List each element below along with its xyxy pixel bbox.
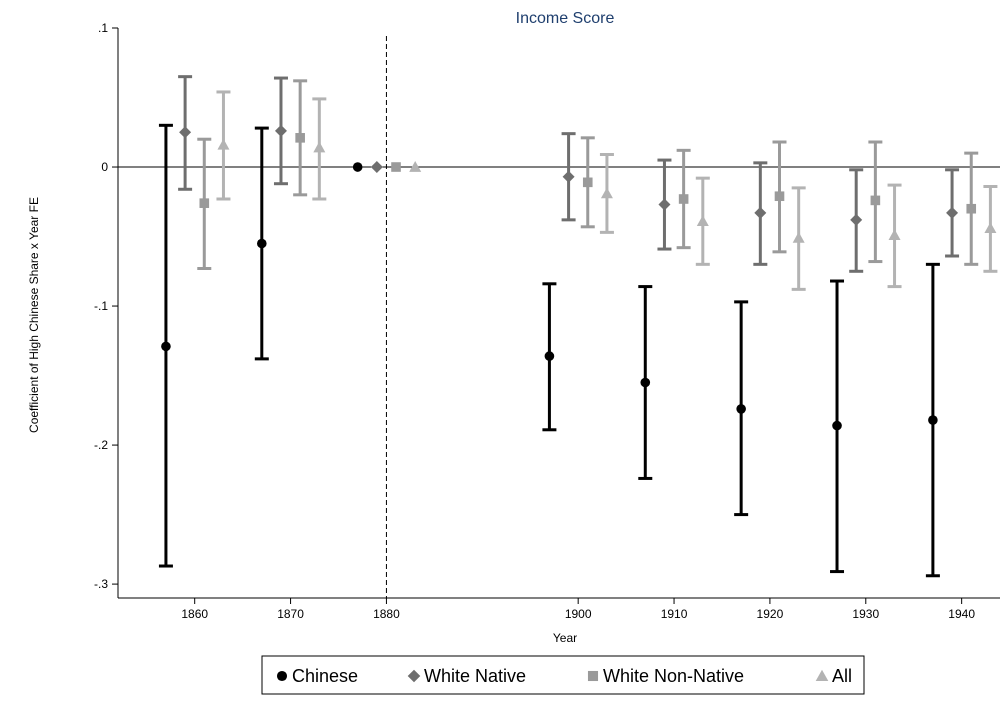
- white-non-native-point: [199, 198, 210, 208]
- x-tick-label: 1940: [948, 607, 975, 621]
- white-native-point: [754, 206, 767, 219]
- x-tick-label: 1900: [565, 607, 592, 621]
- white-native-point: [179, 126, 192, 139]
- x-tick-label: 1910: [661, 607, 688, 621]
- all-point: [409, 161, 422, 172]
- white-native-point: [562, 170, 575, 183]
- legend: Chinese White Native White Non-Native All: [261, 655, 865, 695]
- series-white-native: [178, 75, 960, 273]
- legend-label-chinese: Chinese: [292, 666, 358, 686]
- plot-area: .1 0 -.1 -.2 -.3 1860 1870 1880 1900 1910 1920 1930…: [94, 21, 1000, 621]
- y-tick-label: -.1: [94, 299, 108, 313]
- chinese-point: [928, 415, 938, 425]
- chinese-point: [544, 351, 555, 361]
- all-point: [217, 138, 230, 150]
- white-non-native-point: [774, 191, 785, 202]
- all-point: [984, 222, 997, 233]
- x-tick-label: 1920: [757, 607, 784, 621]
- white-native-point: [658, 198, 671, 211]
- white-non-native-point: [966, 203, 977, 214]
- legend-marker-white-non-native: [587, 670, 599, 682]
- legend-marker-chinese: [276, 670, 288, 682]
- white-non-native-point: [295, 133, 305, 143]
- all-point: [888, 229, 901, 240]
- series-chinese: [158, 123, 940, 578]
- chinese-point: [352, 162, 363, 172]
- legend-marker-all: [815, 669, 829, 682]
- x-axis-title: Year: [553, 631, 577, 645]
- x-tick-label: 1880: [373, 607, 400, 621]
- chart-title: Income Score: [516, 10, 615, 27]
- all-point: [792, 231, 805, 243]
- legend-items: Chinese White Native White Non-Native All: [276, 666, 852, 686]
- x-tick-label: 1930: [852, 607, 879, 621]
- y-tick-label: -.3: [94, 577, 108, 591]
- legend-label-white-native: White Native: [424, 666, 526, 686]
- all-point: [313, 141, 326, 153]
- white-non-native-point: [870, 195, 881, 206]
- white-native-point: [850, 213, 863, 226]
- series-white-non-native: [197, 79, 979, 271]
- white-native-point: [274, 124, 287, 137]
- chinese-point: [832, 420, 842, 431]
- x-tick-label: 1860: [181, 607, 208, 621]
- white-non-native-point: [582, 177, 593, 188]
- chinese-point: [161, 341, 171, 352]
- legend-label-all: All: [832, 666, 852, 686]
- all-point: [600, 187, 613, 199]
- white-non-native-point: [678, 194, 689, 204]
- legend-marker-white-native: [407, 669, 421, 683]
- white-non-native-point: [391, 162, 401, 172]
- y-tick-label: .1: [98, 21, 108, 35]
- x-tick-label: 1870: [277, 607, 304, 621]
- chinese-point: [736, 404, 746, 414]
- series-all: [216, 90, 998, 291]
- y-tick-label: 0: [101, 160, 108, 174]
- chinese-point: [257, 238, 267, 249]
- all-point: [696, 215, 709, 227]
- white-native-point: [370, 161, 383, 174]
- y-axis-title: Coefficient of High Chinese Share x Year…: [27, 197, 41, 433]
- legend-label-white-non-native: White Non-Native: [603, 666, 744, 686]
- y-tick-label: -.2: [94, 438, 108, 452]
- white-native-point: [946, 206, 959, 219]
- chinese-point: [640, 377, 651, 388]
- legend-box: [261, 655, 865, 695]
